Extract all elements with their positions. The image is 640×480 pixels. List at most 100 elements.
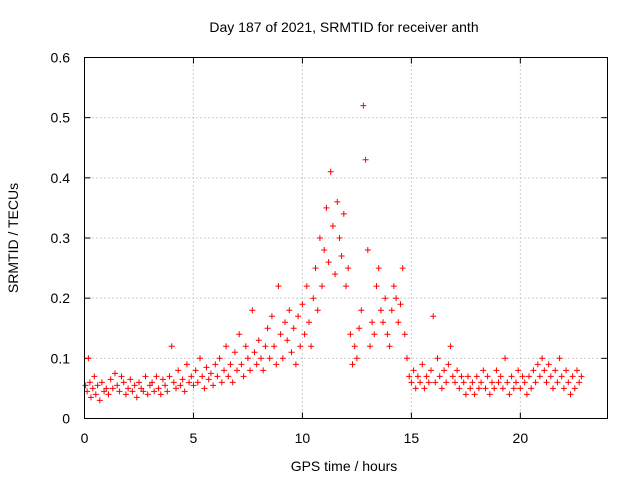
data-point (493, 367, 500, 374)
data-point (399, 265, 406, 272)
data-point (253, 361, 260, 368)
data-point (109, 385, 116, 392)
data-point (447, 343, 454, 350)
data-point (255, 337, 262, 344)
data-point (314, 307, 321, 314)
data-point (576, 379, 583, 386)
data-point (343, 283, 349, 290)
data-point (279, 355, 286, 362)
data-point (502, 355, 509, 362)
data-point (465, 373, 471, 380)
data-point (478, 379, 485, 386)
data-point (434, 355, 441, 362)
data-point (221, 367, 227, 374)
data-point (452, 379, 458, 386)
data-point (539, 355, 546, 362)
x-tick-label: 20 (513, 430, 529, 446)
data-point (380, 319, 386, 326)
data-point (438, 385, 445, 392)
data-point (393, 295, 400, 302)
data-point (229, 379, 236, 386)
y-tick-label: 0.6 (51, 50, 71, 66)
data-point (349, 361, 356, 368)
data-point (155, 385, 162, 392)
data-points (82, 102, 585, 404)
data-point (238, 361, 245, 368)
data-point (266, 355, 273, 362)
data-point (306, 319, 312, 326)
data-point (456, 385, 463, 392)
data-point (528, 385, 535, 392)
data-point (523, 391, 530, 398)
data-point (504, 379, 511, 386)
data-point (107, 376, 114, 383)
data-point (558, 373, 565, 380)
data-point (312, 265, 319, 272)
y-axis-title: SRMTID / TECUs (5, 183, 21, 293)
data-point (112, 370, 118, 377)
x-tick-label: 5 (190, 430, 198, 446)
data-point (353, 355, 360, 362)
data-point (536, 373, 543, 380)
data-point (495, 379, 502, 386)
data-point (210, 382, 217, 389)
data-point (170, 379, 177, 386)
data-point (122, 391, 129, 398)
data-point (164, 388, 171, 395)
data-point (499, 385, 506, 392)
data-point (574, 367, 580, 374)
data-point (329, 223, 336, 229)
x-tick-label: 15 (404, 430, 420, 446)
data-point (277, 331, 284, 338)
data-point (432, 379, 439, 386)
data-point (92, 391, 99, 398)
data-point (578, 373, 585, 380)
data-point (98, 379, 105, 386)
data-point (497, 373, 504, 380)
data-point (519, 373, 526, 380)
data-point (88, 394, 94, 401)
data-point (242, 343, 249, 350)
data-point (205, 376, 212, 383)
data-point (506, 391, 513, 398)
data-point (364, 247, 371, 253)
data-point (303, 283, 310, 290)
data-point (412, 385, 419, 392)
data-point (225, 373, 232, 380)
data-point (356, 325, 363, 332)
data-point (515, 367, 522, 374)
data-point (484, 373, 491, 380)
data-point (371, 331, 378, 338)
data-point (301, 331, 308, 338)
data-point (541, 367, 548, 374)
data-point (103, 385, 110, 392)
data-point (181, 388, 188, 395)
data-point (240, 373, 247, 380)
data-point (390, 283, 397, 290)
data-point (373, 283, 380, 290)
data-point (151, 388, 158, 395)
data-point (197, 355, 203, 362)
data-point (136, 379, 142, 386)
data-point (552, 367, 559, 374)
data-point (260, 367, 267, 374)
data-point (327, 168, 334, 175)
data-point (475, 385, 482, 392)
data-point (556, 355, 563, 362)
data-point (532, 379, 539, 386)
data-point (360, 102, 367, 109)
data-point (449, 373, 456, 380)
data-point (144, 391, 151, 398)
data-point (430, 313, 437, 320)
data-point (425, 379, 432, 386)
data-point (482, 385, 489, 392)
data-point (347, 331, 354, 338)
data-point (386, 343, 393, 350)
data-point (462, 391, 469, 398)
data-point (194, 379, 201, 386)
data-point (414, 373, 421, 380)
data-point (428, 367, 434, 374)
data-point (201, 385, 208, 392)
data-point (292, 361, 299, 368)
data-point (471, 391, 478, 398)
